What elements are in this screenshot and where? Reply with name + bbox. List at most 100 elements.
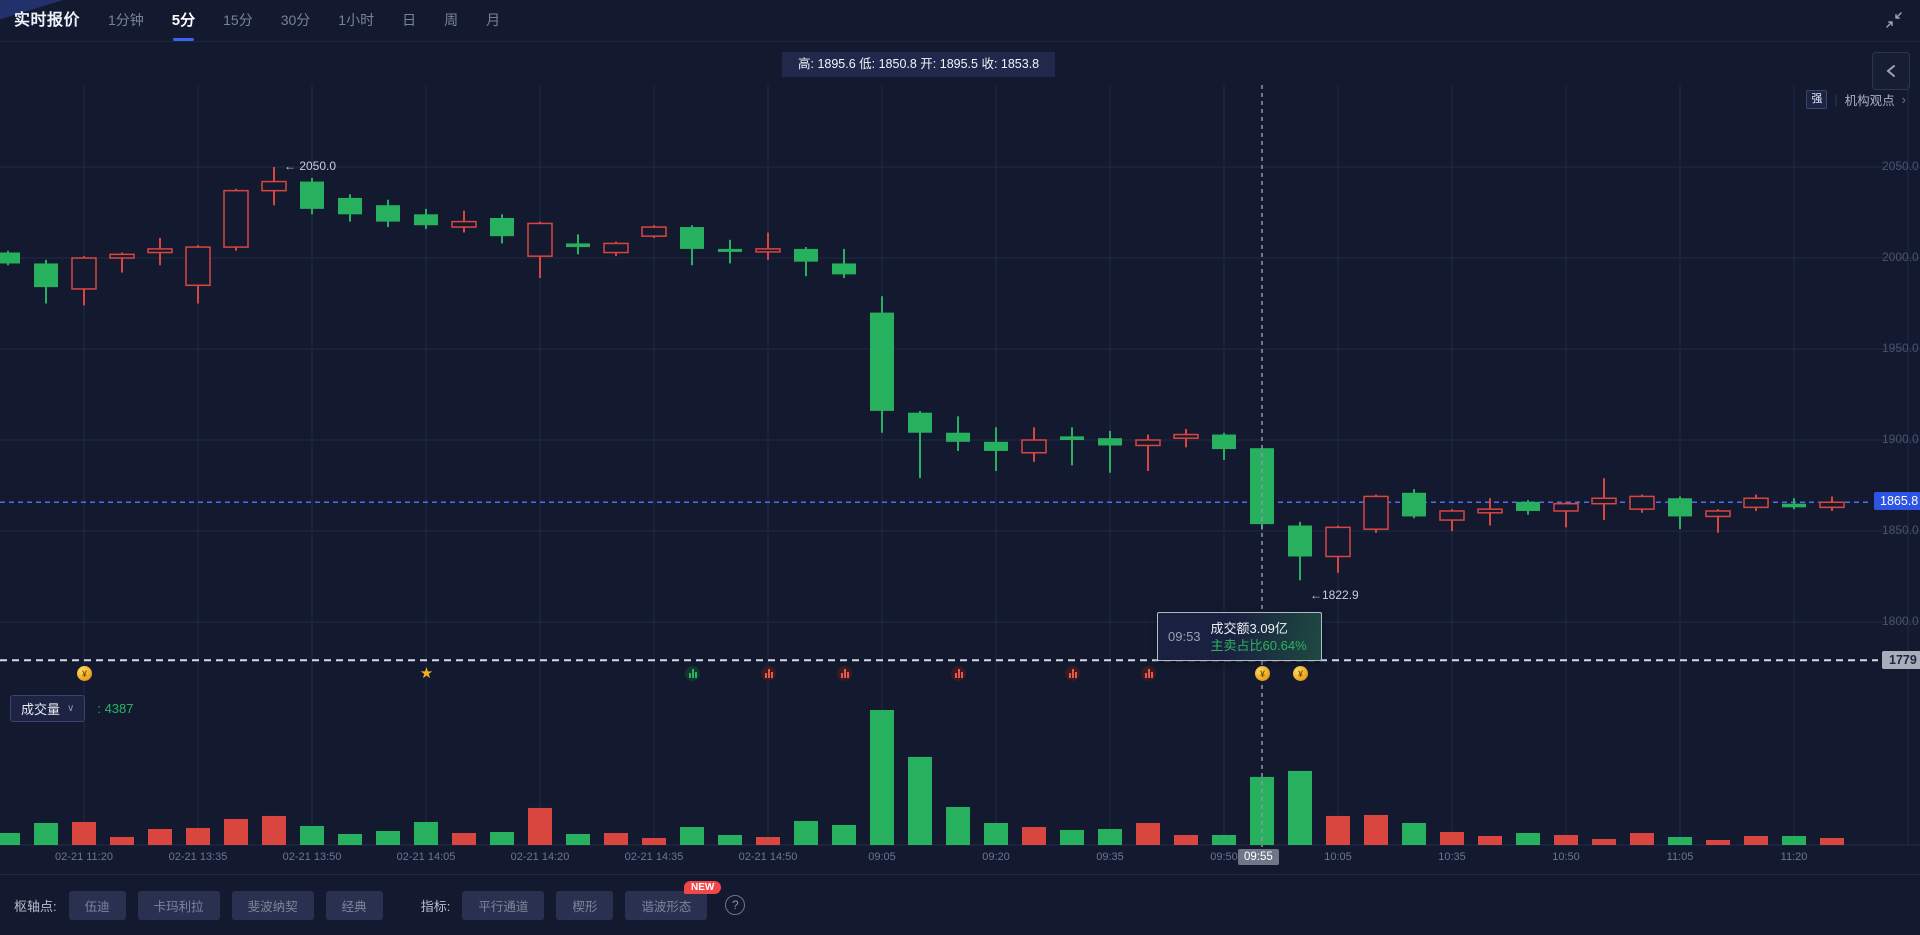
- pivot-button-3[interactable]: 斐波纳契: [231, 890, 314, 920]
- strength-badge: 强: [1806, 90, 1828, 109]
- candle-body: [490, 217, 514, 237]
- volume-bar: [0, 832, 20, 845]
- chevron-right-icon: ›: [1901, 92, 1906, 107]
- volume-bar: [1364, 814, 1388, 845]
- candle-body: [0, 252, 20, 264]
- pivot-button-2[interactable]: 卡玛利拉: [137, 890, 220, 920]
- crosshair-time-label: 09:55: [1238, 849, 1279, 865]
- volume-bar: [566, 833, 590, 845]
- divider: |: [1834, 92, 1838, 107]
- volume-bar: [186, 827, 210, 845]
- volume-bar: [110, 836, 134, 845]
- volume-bar: [72, 821, 96, 845]
- volume-bar: [224, 818, 248, 845]
- indicator-button-3[interactable]: 谐波形态 NEW: [625, 880, 722, 920]
- candle-body: [1705, 510, 1731, 518]
- candle-body: [603, 242, 629, 254]
- timeframe-tab-7[interactable]: 周: [444, 12, 459, 28]
- candle-body: [451, 220, 477, 228]
- pivot-button-1[interactable]: 伍迪: [68, 890, 126, 920]
- tooltip-turnover: 成交额3.09亿: [1210, 620, 1288, 636]
- volume-bar: [338, 833, 362, 845]
- volume-bar: [1592, 838, 1616, 845]
- panel-collapse-button[interactable]: [1872, 52, 1910, 90]
- indicator-button-1[interactable]: 平行通道: [462, 890, 545, 920]
- candle-body: [527, 222, 553, 257]
- volume-bar: [1706, 839, 1730, 845]
- pivot-group-label: 枢轴点:: [14, 898, 57, 914]
- volume-bar: [1022, 826, 1046, 845]
- candle-body: [566, 243, 590, 248]
- volume-bar: [756, 836, 780, 845]
- candle-body: [1135, 439, 1161, 447]
- volume-bar: [908, 756, 932, 845]
- candle-body: [946, 432, 970, 442]
- pivot-button-4[interactable]: 经典: [325, 890, 383, 920]
- candle-body: [1668, 498, 1692, 517]
- candle-body: [1553, 502, 1579, 512]
- volume-bar: [1440, 831, 1464, 845]
- reference-price-label: 1779: [1882, 651, 1920, 670]
- volume-bar: [1744, 835, 1768, 845]
- volume-bar: [300, 825, 324, 845]
- candle-body: [680, 227, 704, 249]
- volume-bar: [1516, 832, 1540, 845]
- timeframe-tab-4[interactable]: 30分: [280, 12, 311, 28]
- candle-body: [718, 248, 742, 252]
- candle-body: [984, 441, 1008, 451]
- tooltip-time: 09:53: [1168, 629, 1201, 644]
- shrink-icon[interactable]: [1886, 12, 1902, 28]
- candle-body: [908, 412, 932, 433]
- candle-body: [1098, 438, 1122, 446]
- volume-bar: [1250, 776, 1274, 845]
- volume-bar: [1288, 770, 1312, 845]
- candle-body: [1819, 501, 1845, 509]
- chart-tooltip: 09:53 成交额3.09亿 主卖占比60.64%: [1157, 612, 1322, 661]
- candle-body: [755, 248, 781, 253]
- indicator-button-2[interactable]: 楔形: [556, 890, 614, 920]
- timeframe-tab-5[interactable]: 1小时: [338, 12, 375, 28]
- candle-body: [300, 181, 324, 209]
- candle-body: [1782, 503, 1806, 508]
- volume-bar: [718, 834, 742, 845]
- institution-view-link[interactable]: 机构观点: [1844, 94, 1895, 108]
- candle-body: [641, 226, 667, 237]
- volume-bar: [1782, 835, 1806, 845]
- candle-body: [1060, 436, 1084, 440]
- candle-body: [147, 248, 173, 254]
- candle-body: [832, 263, 856, 275]
- timeframe-tab-3[interactable]: 15分: [223, 12, 253, 28]
- timeframe-tab-2[interactable]: 5分: [172, 0, 195, 41]
- timeframe-tab-6[interactable]: 日: [402, 12, 417, 28]
- timeframe-tab-8[interactable]: 月: [486, 12, 501, 28]
- volume-value: : 4387: [97, 701, 134, 716]
- candle-body: [223, 189, 249, 248]
- volume-bar: [1326, 815, 1350, 845]
- candle-body: [1591, 497, 1617, 505]
- candle-body: [414, 214, 438, 226]
- volume-indicator-select[interactable]: 成交量 ∨: [10, 695, 86, 722]
- volume-bar: [1668, 836, 1692, 845]
- candle-body: [1363, 495, 1389, 530]
- candle-body: [1439, 510, 1465, 521]
- volume-bar: [528, 807, 552, 845]
- volume-bar: [1630, 832, 1654, 845]
- candle-body: [1173, 433, 1199, 439]
- candle-body: [1325, 526, 1351, 558]
- volume-bar: [642, 837, 666, 845]
- candle-body: [109, 253, 135, 259]
- volume-panel-header: 成交量 ∨ : 4387: [10, 695, 134, 722]
- volume-bar: [1060, 829, 1084, 845]
- help-icon[interactable]: ?: [725, 895, 746, 915]
- current-price-label: 1865.8: [1874, 492, 1920, 511]
- tooltip-sell-ratio: 主卖占比60.64%: [1210, 637, 1307, 653]
- drawing-toolbar: 枢轴点: 伍迪 卡玛利拉 斐波纳契 经典 指标: 平行通道 楔形 谐波形态 NEW ?: [0, 874, 1920, 935]
- volume-bar: [870, 710, 894, 845]
- indicator-group-label: 指标:: [420, 898, 451, 914]
- volume-bar: [946, 806, 970, 845]
- timeframe-tab-1[interactable]: 1分钟: [108, 12, 144, 28]
- volume-bar: [452, 832, 476, 845]
- candle-body: [1021, 439, 1047, 454]
